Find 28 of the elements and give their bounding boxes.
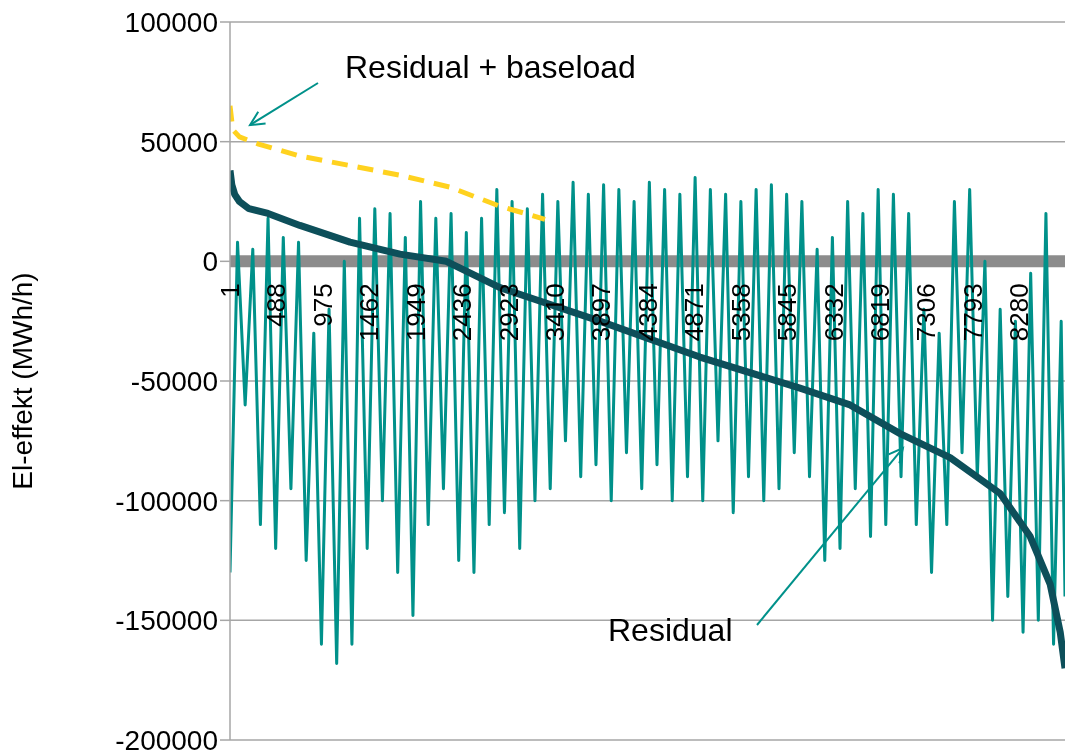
x-tick-label: 4384 [632,283,663,342]
annotation: Residual [608,612,733,648]
x-tick-label: 1 [215,283,245,298]
x-tick-label: 1462 [354,283,385,342]
y-tick-label: -100000 [115,485,218,517]
x-tick-label: 7793 [957,283,988,342]
x-tick-label: 975 [307,283,338,327]
y-tick-label: -150000 [115,605,218,637]
x-tick-label: 488 [261,283,292,327]
x-tick-label: 1949 [400,283,431,342]
x-tick-label: 8280 [1004,283,1035,342]
x-tick-label: 2923 [493,283,524,342]
y-tick-label: 100000 [124,6,218,38]
x-tick-label: 3897 [586,283,617,342]
x-tick-label: 6819 [864,283,895,342]
y-tick-label: -200000 [115,724,218,752]
x-tick-label: 3410 [539,283,570,342]
y-tick-label: -50000 [130,365,218,397]
x-tick-label: 7306 [911,283,942,342]
x-tick-label: 6332 [818,283,849,342]
x-tick-label: 2436 [447,283,478,342]
y-axis-title: El-effekt (MWh/h) [6,272,38,490]
x-tick-label: 5845 [772,283,803,342]
y-tick-label: 0 [202,246,218,278]
text: Residual + baseload [345,49,636,85]
y-tick-label: 50000 [140,126,218,158]
x-tick-label: 5358 [725,283,756,342]
x-tick-label: 4871 [679,283,710,342]
